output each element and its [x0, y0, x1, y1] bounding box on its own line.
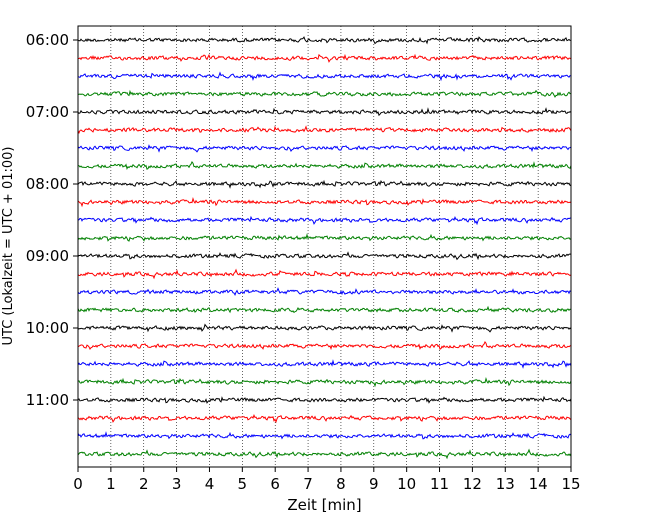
x-tick-label: 9: [369, 475, 379, 493]
y-tick-label: 11:00: [26, 391, 69, 409]
trace-line: [77, 268, 572, 280]
trace-line: [77, 341, 572, 351]
y-tick-label: 07:00: [26, 103, 69, 121]
x-tick-label: 13: [496, 475, 515, 493]
trace-line: [77, 215, 572, 226]
x-tick-label: 3: [172, 475, 182, 493]
trace-line: [77, 359, 572, 369]
trace-line: [77, 196, 572, 208]
x-tick-label: 4: [205, 475, 215, 493]
trace-line: [77, 413, 572, 424]
trace-line: [77, 305, 572, 314]
trace-line: [77, 431, 572, 440]
trace-line: [77, 395, 572, 404]
x-axis-ticks: 0 1 2 3 4 5 6 7 8 9 10 11 12 13 14 15: [73, 467, 581, 493]
x-axis-label: Zeit [min]: [287, 496, 361, 514]
y-tick-label: 06:00: [26, 31, 69, 49]
trace-line: [77, 448, 572, 460]
x-tick-label: 5: [238, 475, 248, 493]
x-tick-label: 0: [73, 475, 83, 493]
trace-line: [77, 376, 572, 388]
y-tick-label: 09:00: [26, 247, 69, 265]
trace-line: [77, 144, 572, 153]
trace-line: [77, 89, 572, 98]
x-tick-label: 15: [561, 475, 580, 493]
trace-line: [77, 251, 572, 261]
trace-line: [77, 323, 572, 333]
vertical-gridlines: [110, 26, 539, 467]
x-tick-label: 10: [397, 475, 416, 493]
x-tick-label: 6: [270, 475, 280, 493]
trace-line: [77, 71, 572, 82]
plot-frame: [77, 25, 572, 468]
y-tick-label: 08:00: [26, 175, 69, 193]
trace-line: [77, 233, 572, 242]
trace-line: [77, 161, 572, 170]
trace-line: [77, 179, 572, 189]
trace-line: [77, 36, 572, 45]
y-axis-ticks: 06:00 07:00 08:00 09:00 10:00 11:00: [26, 31, 78, 409]
trace-line: [77, 287, 572, 296]
x-tick-label: 7: [303, 475, 313, 493]
x-tick-label: 8: [336, 475, 346, 493]
trace-line: [77, 53, 572, 63]
trace-line: [77, 107, 572, 117]
trace-line: [77, 125, 572, 134]
y-tick-label: 10:00: [26, 319, 69, 337]
y-axis-label: UTC (Lokalzeit = UTC + 01:00): [1, 147, 16, 346]
x-tick-label: 1: [106, 475, 116, 493]
x-tick-label: 2: [139, 475, 149, 493]
seismic-traces: [77, 36, 572, 460]
x-tick-label: 11: [430, 475, 449, 493]
x-tick-label: 12: [463, 475, 482, 493]
x-tick-label: 14: [529, 475, 548, 493]
